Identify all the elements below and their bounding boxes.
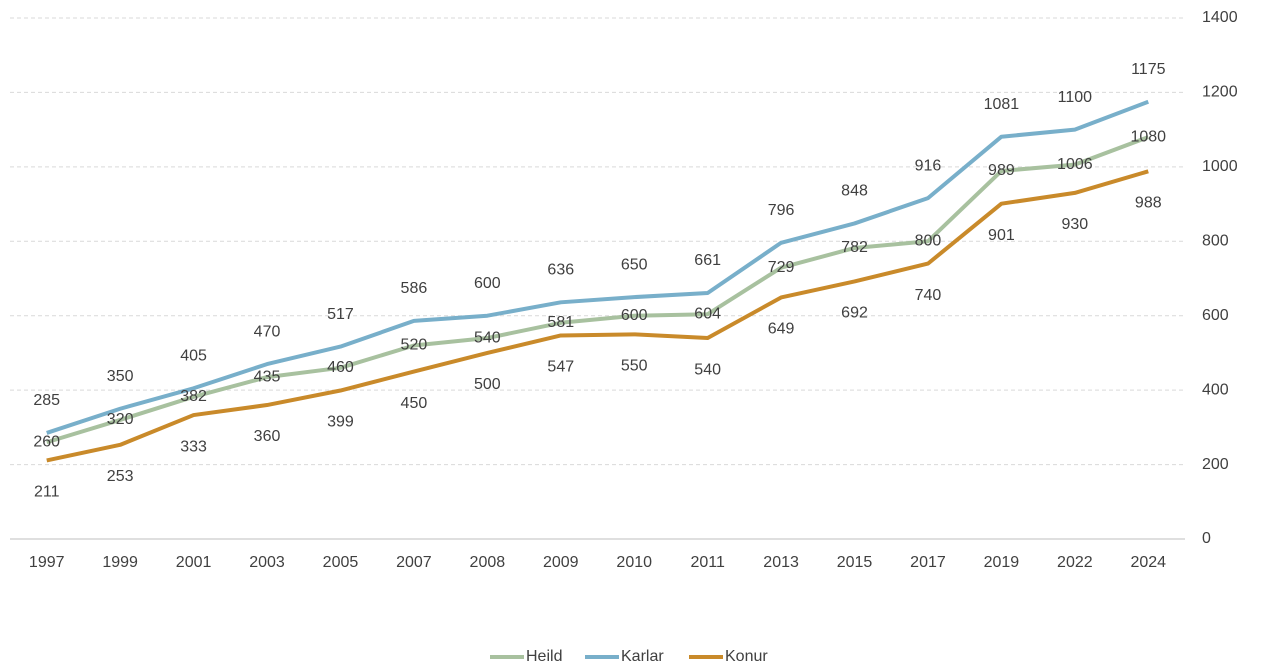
- x-tick-label: 2003: [249, 554, 285, 571]
- data-label: 930: [1061, 216, 1088, 233]
- data-label: 729: [768, 259, 795, 276]
- x-tick-label: 2010: [616, 554, 652, 571]
- data-label: 796: [768, 202, 795, 219]
- y-tick-label: 1400: [1202, 9, 1238, 26]
- data-label: 661: [694, 252, 721, 269]
- data-label: 604: [694, 305, 721, 322]
- x-tick-label: 2022: [1057, 554, 1093, 571]
- data-label: 382: [180, 388, 207, 405]
- data-label: 989: [988, 162, 1015, 179]
- y-tick-label: 0: [1202, 530, 1211, 547]
- data-label: 520: [401, 337, 428, 354]
- data-label: 540: [694, 361, 721, 378]
- data-label: 460: [327, 359, 354, 376]
- data-label: 550: [621, 358, 648, 375]
- data-label: 782: [841, 239, 868, 256]
- data-label: 800: [915, 233, 942, 250]
- data-label: 901: [988, 227, 1015, 244]
- data-label: 988: [1135, 195, 1162, 212]
- x-tick-label: 2013: [763, 554, 799, 571]
- y-tick-label: 600: [1202, 307, 1229, 324]
- y-tick-label: 800: [1202, 233, 1229, 250]
- data-label: 1080: [1130, 128, 1166, 145]
- data-label: 1006: [1057, 156, 1093, 173]
- legend-label: Heild: [526, 648, 562, 665]
- y-tick-label: 1000: [1202, 158, 1238, 175]
- legend-label: Konur: [725, 648, 768, 665]
- legend-label: Karlar: [621, 648, 664, 665]
- x-tick-label: 2024: [1130, 554, 1166, 571]
- series-line: [46, 169, 1149, 463]
- y-tick-label: 400: [1202, 381, 1229, 398]
- data-label: 1100: [1058, 89, 1093, 106]
- y-tick-label: 200: [1202, 456, 1229, 473]
- data-label: 360: [254, 428, 281, 445]
- data-label: 285: [33, 392, 60, 409]
- data-label: 450: [401, 395, 428, 412]
- data-label: 636: [547, 262, 574, 279]
- x-tick-label: 2001: [176, 554, 212, 571]
- data-label: 649: [768, 321, 795, 338]
- data-label: 399: [327, 414, 354, 431]
- x-tick-label: 2015: [837, 554, 873, 571]
- data-label: 500: [474, 376, 501, 393]
- data-label: 253: [107, 468, 134, 485]
- x-tick-label: 1997: [29, 554, 65, 571]
- series-line: [46, 135, 1149, 445]
- x-tick-label: 2008: [470, 554, 506, 571]
- data-label: 320: [107, 411, 134, 428]
- data-label: 600: [474, 275, 501, 292]
- x-tick-label: 2019: [984, 554, 1020, 571]
- data-label: 848: [841, 183, 868, 200]
- y-tick-label: 1200: [1202, 84, 1238, 101]
- data-label: 435: [254, 368, 281, 385]
- data-label: 600: [621, 307, 648, 324]
- data-label: 211: [34, 484, 60, 501]
- data-label: 540: [474, 329, 501, 346]
- data-label: 692: [841, 305, 868, 322]
- data-label: 350: [107, 368, 134, 385]
- data-label: 916: [915, 157, 942, 174]
- data-label: 470: [254, 323, 281, 340]
- data-label: 581: [547, 314, 574, 331]
- data-label: 1175: [1131, 61, 1166, 78]
- x-tick-label: 2017: [910, 554, 946, 571]
- x-tick-label: 2005: [323, 554, 359, 571]
- data-label: 1081: [984, 96, 1020, 113]
- data-label: 650: [621, 256, 648, 273]
- x-tick-label: 2011: [690, 554, 725, 571]
- x-tick-label: 2007: [396, 554, 432, 571]
- series-line: [46, 99, 1149, 435]
- data-label: 260: [33, 433, 60, 450]
- data-label: 333: [180, 438, 207, 455]
- x-tick-label: 1999: [102, 554, 138, 571]
- data-label: 547: [547, 359, 574, 376]
- x-tick-label: 2009: [543, 554, 579, 571]
- data-label: 405: [180, 348, 207, 365]
- data-label: 517: [327, 306, 354, 323]
- data-label: 740: [915, 287, 942, 304]
- data-label: 586: [401, 280, 428, 297]
